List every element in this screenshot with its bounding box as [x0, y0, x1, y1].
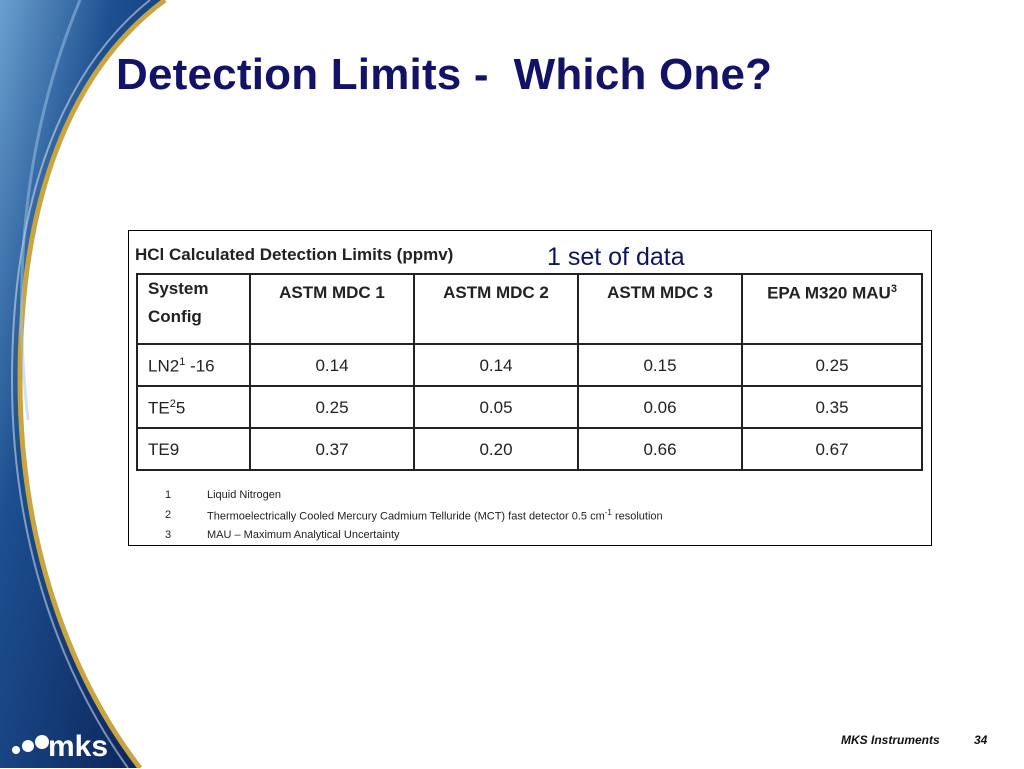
header-epa-m320-mau: EPA M320 MAU3: [741, 273, 923, 345]
cell-value: 0.37: [249, 427, 415, 471]
table-row: TE9 0.37 0.20 0.66 0.67: [136, 427, 923, 471]
cell-value: 0.35: [741, 385, 923, 429]
mks-logo: mks: [8, 724, 138, 769]
cell-value: 0.66: [577, 427, 743, 471]
row-config: LN21 -16: [136, 343, 251, 387]
svg-text:mks: mks: [48, 730, 108, 763]
footnote: 2 Thermoelectrically Cooled Mercury Cadm…: [165, 507, 663, 523]
cell-value: 0.14: [413, 343, 579, 387]
header-system-config: System Config: [136, 273, 251, 345]
cell-value: 0.20: [413, 427, 579, 471]
header-astm-mdc-2: ASTM MDC 2: [413, 273, 579, 345]
row-config: TE9: [136, 427, 251, 471]
cell-value: 0.15: [577, 343, 743, 387]
footnotes: 1 Liquid Nitrogen 2 Thermoelectrically C…: [165, 485, 663, 545]
detection-limits-table: System Config ASTM MDC 1 ASTM MDC 2 ASTM…: [136, 273, 923, 471]
table-header-row: System Config ASTM MDC 1 ASTM MDC 2 ASTM…: [136, 273, 923, 345]
footnote: 3 MAU – Maximum Analytical Uncertainty: [165, 529, 400, 541]
header-astm-mdc-3: ASTM MDC 3: [577, 273, 743, 345]
cell-value: 0.06: [577, 385, 743, 429]
table-row: LN21 -16 0.14 0.14 0.15 0.25: [136, 343, 923, 387]
header-astm-mdc-1: ASTM MDC 1: [249, 273, 415, 345]
cell-value: 0.25: [249, 385, 415, 429]
annotation-text: 1 set of data: [547, 243, 685, 271]
cell-value: 0.25: [741, 343, 923, 387]
page-number: 34: [974, 733, 988, 747]
table-caption: HCl Calculated Detection Limits (ppmv): [135, 245, 454, 264]
detection-limits-table-image: HCl Calculated Detection Limits (ppmv) 1…: [128, 230, 932, 546]
footer-company: MKS Instruments: [841, 733, 940, 747]
table-row: TE25 0.25 0.05 0.06 0.35: [136, 385, 923, 429]
cell-value: 0.05: [413, 385, 579, 429]
cell-value: 0.14: [249, 343, 415, 387]
slide-title: Detection Limits - Which One?: [116, 50, 773, 99]
cell-value: 0.67: [741, 427, 923, 471]
row-config: TE25: [136, 385, 251, 429]
footnote: 1 Liquid Nitrogen: [165, 489, 281, 501]
